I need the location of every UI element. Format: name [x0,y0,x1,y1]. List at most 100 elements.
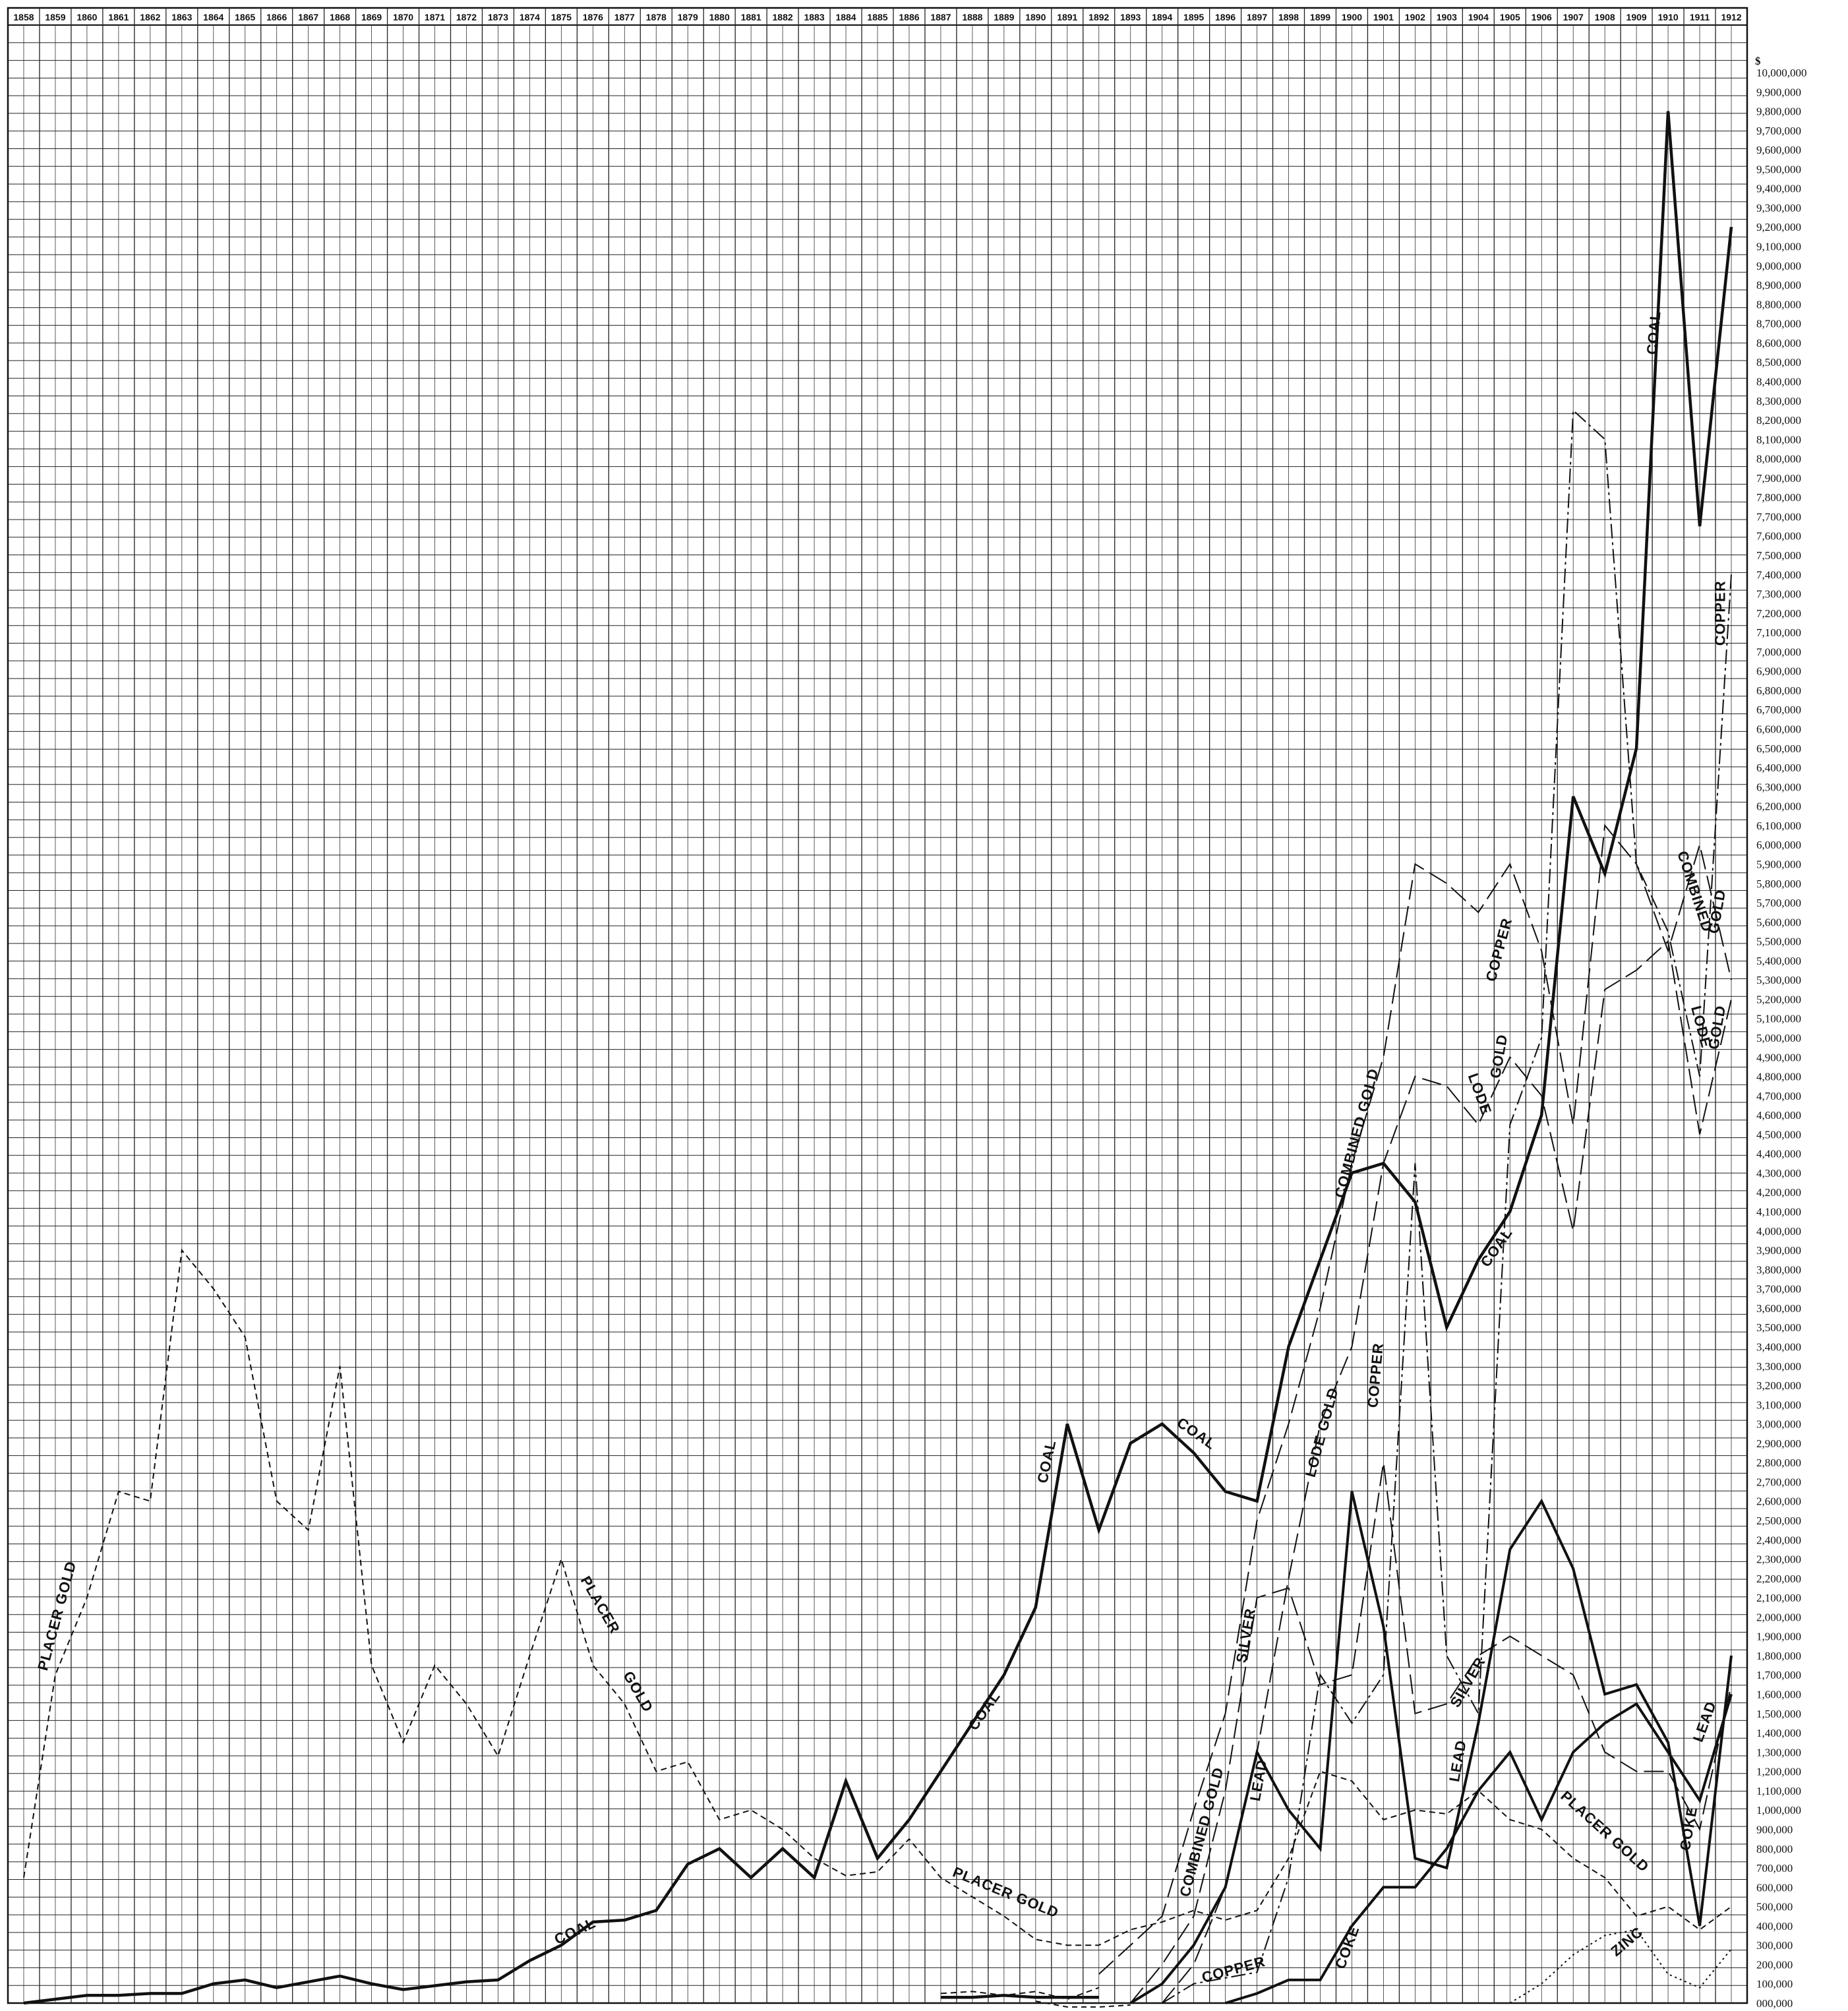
y-tick-label: 1,600,000 [1756,1689,1801,1701]
year-label: 1897 [1247,12,1267,22]
y-tick-label: 9,100,000 [1756,241,1801,253]
year-label: 1866 [266,12,287,22]
y-tick-label: 3,500,000 [1756,1321,1801,1334]
y-tick-label: 8,300,000 [1756,395,1801,407]
year-label: 1878 [646,12,667,22]
y-tick-label: 9,500,000 [1756,163,1801,175]
y-tick-label: 2,400,000 [1756,1534,1801,1546]
year-label: 1874 [520,12,540,22]
y-tick-label: 3,200,000 [1756,1379,1801,1392]
series-line-zinc [1509,1929,1732,2004]
y-tick-label: 1,000,000 [1756,1804,1801,1816]
year-label: 1860 [76,12,97,22]
y-tick-label: 700,000 [1756,1862,1793,1875]
year-label: 1901 [1373,12,1394,22]
y-tick-label: 7,600,000 [1756,530,1801,543]
y-tick-label: 9,900,000 [1756,86,1801,98]
year-label: 1906 [1532,12,1552,22]
y-tick-label: 9,700,000 [1756,125,1801,137]
year-label: 1865 [235,12,255,22]
y-tick-label: 6,800,000 [1756,684,1801,697]
y-tick-label: 1,200,000 [1756,1766,1801,1778]
y-tick-label: 5,100,000 [1756,1013,1801,1025]
year-label: 1884 [835,12,856,22]
y-tick-label: 3,400,000 [1756,1340,1801,1353]
year-label: 1909 [1626,12,1647,22]
year-label: 1905 [1500,12,1520,22]
year-label: 1891 [1057,12,1077,22]
y-tick-label: 4,500,000 [1756,1128,1801,1141]
series-line-lead [1129,1491,1733,2004]
y-tick-label: 8,000,000 [1756,453,1801,465]
series-line-coke [1225,1693,1733,2004]
y-tick-label: 1,900,000 [1756,1631,1801,1643]
y-tick-label: 900,000 [1756,1823,1793,1836]
year-label: 1882 [773,12,793,22]
series-line-combined_gold [1098,824,1732,1975]
series-line-silver [1129,1462,1732,2004]
year-label: 1903 [1437,12,1457,22]
y-tick-label: 500,000 [1756,1901,1793,1913]
y-tick-label: 8,600,000 [1756,337,1801,349]
year-label: 1875 [551,12,572,22]
year-label: 1879 [678,12,698,22]
y-tick-label: 7,300,000 [1756,588,1801,601]
year-label: 1864 [203,12,224,22]
grid [7,7,1748,2004]
y-tick-label: 8,700,000 [1756,318,1801,330]
series-line-early_dotted [1035,2000,1131,2008]
y-tick-label: 5,900,000 [1756,858,1801,870]
year-label: 1863 [171,12,192,22]
y-tick-label: 3,600,000 [1756,1302,1801,1315]
y-tick-label: 2,100,000 [1756,1592,1801,1604]
y-tick-label: 8,100,000 [1756,433,1801,446]
y-tick-label: 4,900,000 [1756,1051,1801,1064]
y-tick-label: 5,800,000 [1756,878,1801,890]
y-tick-label: 7,000,000 [1756,645,1801,658]
year-label: 1890 [1025,12,1046,22]
year-label: 1862 [140,12,160,22]
y-tick-label: 8,400,000 [1756,375,1801,388]
y-tick-label: 4,200,000 [1756,1186,1801,1199]
y-tick-label: 6,100,000 [1756,820,1801,832]
y-tick-label: 7,200,000 [1756,607,1801,620]
y-tick-label: 7,100,000 [1756,626,1801,639]
y-tick-label: 6,600,000 [1756,723,1801,736]
y-tick-label: 3,100,000 [1756,1398,1801,1411]
y-tick-label: 2,500,000 [1756,1515,1801,1527]
y-tick-label: 6,200,000 [1756,800,1801,813]
year-label: 1912 [1721,12,1741,22]
year-label: 1880 [709,12,730,22]
y-tick-label: 2,000,000 [1756,1611,1801,1623]
year-label: 1896 [1215,12,1236,22]
y-tick-label: 800,000 [1756,1843,1793,1855]
year-label: 1911 [1690,12,1710,22]
y-tick-label: 6,700,000 [1756,704,1801,716]
year-label: 1892 [1088,12,1109,22]
y-tick-label: 8,900,000 [1756,279,1801,291]
y-tick-label: 6,300,000 [1756,781,1801,793]
y-tick-label: 4,800,000 [1756,1071,1801,1083]
y-tick-label: 9,600,000 [1756,144,1801,156]
y-tick-label: 8,500,000 [1756,356,1801,369]
y-tick-label: 6,000,000 [1756,839,1801,851]
y-tick-label: 6,900,000 [1756,665,1801,678]
y-tick-label: 5,300,000 [1756,974,1801,986]
y-tick-label: 4,000,000 [1756,1225,1801,1238]
y-tick-label: 2,300,000 [1756,1553,1801,1566]
year-label: 1889 [994,12,1014,22]
year-label: 1898 [1278,12,1299,22]
y-tick-label: 9,300,000 [1756,202,1801,214]
year-label: 1899 [1310,12,1330,22]
y-tick-label: 300,000 [1756,1939,1793,1952]
y-tick-label: 1,500,000 [1756,1708,1801,1720]
year-label: 1869 [361,12,382,22]
y-tick-label: 2,700,000 [1756,1476,1801,1488]
year-label: 1900 [1342,12,1362,22]
y-tick-label: 5,000,000 [1756,1032,1801,1044]
y-tick-label: 2,600,000 [1756,1495,1801,1508]
y-tick-label: 5,400,000 [1756,955,1801,967]
y-tick-label: 5,600,000 [1756,916,1801,928]
y-tick-label: 4,300,000 [1756,1167,1801,1180]
y-tick-label: 7,800,000 [1756,491,1801,504]
